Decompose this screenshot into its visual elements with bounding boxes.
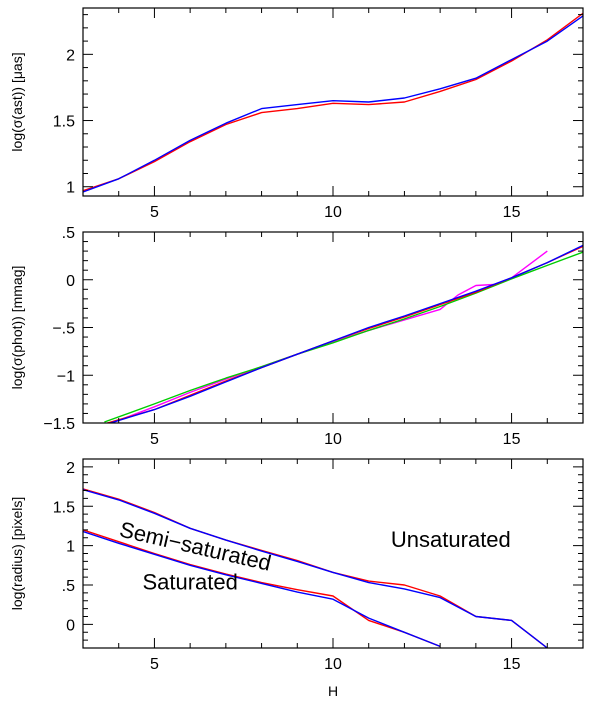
series-line-photometric-0 [111,250,548,423]
plot-frame [82,231,584,424]
x-tick-label: 15 [503,656,521,673]
y-tick-label: 1 [66,180,75,197]
series-line-radius-3 [83,530,441,648]
series-line-astrometric-0 [83,12,583,192]
series-group [83,12,583,193]
x-tick-label: 10 [324,656,342,673]
plot-frame [82,7,584,197]
region-label-2: Saturated [142,570,237,595]
y-axis-title: log(σ(phot)) [mmag] [9,266,25,390]
y-tick-label: 1 [66,539,75,556]
region-label-0: Unsaturated [391,527,511,552]
y-tick-label: .5 [62,578,75,595]
series-group [83,488,548,648]
y-tick-label: .5 [62,225,75,242]
x-tick-label: 10 [324,204,342,221]
y-tick-label: −1 [57,368,75,385]
series-group [104,244,583,423]
panel-photometric-precision: 5 10 15 −1.5 −1 −.5 0 .5 log(σ(phot)) [mmag] [9,225,584,448]
y-tick-label: 0 [66,273,75,290]
x-tick-label: 15 [503,204,521,221]
y-tick-label: 0 [66,617,75,634]
series-line-photometric-2 [104,245,583,423]
series-line-radius-1 [83,489,548,648]
x-tick-label: 5 [150,431,159,448]
y-tick-label: 1.5 [53,114,75,131]
y-axis-title: log(σ(ast)) [μas] [9,52,25,151]
panel-astrometric-precision: 5 10 15 1 1.5 2 log(σ(ast)) [μas] [9,7,584,221]
y-tick-label: −1.5 [43,416,75,433]
x-tick-label: 5 [150,204,159,221]
y-axis-title: log(radius) [pixels] [9,497,25,611]
series-line-astrometric-1 [83,15,583,193]
series-line-radius-2 [83,529,441,648]
x-tick-label: 5 [150,656,159,673]
y-tick-label: −.5 [52,321,75,338]
y-tick-label: 2 [66,47,75,64]
panel-aperture-radius: 5 10 15 0 .5 1 1.5 2 log(radius) [pixels] H Unsatu… [9,458,584,699]
x-tick-label: 15 [503,431,521,448]
y-tick-label: 2 [66,460,75,477]
series-line-photometric-1 [104,251,583,423]
x-tick-label: 10 [324,431,342,448]
y-tick-label: 1.5 [53,499,75,516]
series-line-photometric-3 [108,244,583,423]
x-axis-title: H [328,683,338,699]
